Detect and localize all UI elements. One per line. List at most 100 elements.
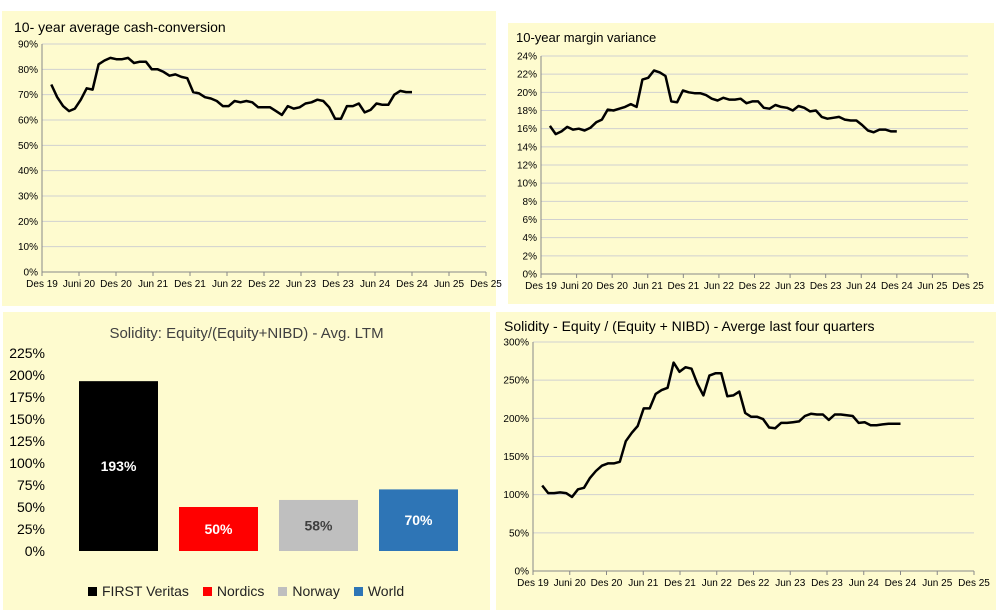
sline-x-tick-label: Des 20 xyxy=(591,578,623,589)
sline-y-tick-label: 100% xyxy=(503,490,529,501)
margin-y-tick-label: 8% xyxy=(523,197,538,208)
sline-x-tick-label: Jun 25 xyxy=(922,578,952,589)
cash-x-tick-label: Jun 23 xyxy=(286,279,316,290)
margin-x-tick-label: Jun 22 xyxy=(704,281,734,292)
solidity-bar xyxy=(79,381,158,551)
solidity-bar xyxy=(179,507,258,551)
cash-y-tick-label: 20% xyxy=(18,217,38,228)
cash-conversion-title: 10- year average cash-conversion xyxy=(14,19,226,35)
cash-x-tick-label: Jun 22 xyxy=(212,279,242,290)
legend-item-first-veritas: FIRST Veritas xyxy=(88,583,189,599)
solidity-bar-y-tick-label: 150% xyxy=(9,411,45,427)
sline-y-tick-label: 0% xyxy=(515,567,530,578)
cash-x-tick-label: Des 21 xyxy=(174,279,206,290)
cash-x-tick-label: Des 25 xyxy=(470,279,502,290)
legend-item-norway: Norway xyxy=(278,583,340,599)
sline-x-tick-label: Jun 21 xyxy=(628,578,658,589)
margin-y-tick-label: 24% xyxy=(517,52,537,63)
cash-x-tick-label: Jun 25 xyxy=(434,279,464,290)
cash-x-tick-label: Des 19 xyxy=(26,279,58,290)
sline-x-tick-label: Des 21 xyxy=(664,578,696,589)
cash-x-tick-label: Jun 21 xyxy=(138,279,168,290)
legend-item-world: World xyxy=(353,583,405,599)
sline-x-tick-label: Jun 23 xyxy=(775,578,805,589)
solidity-bar-y-tick-label: 0% xyxy=(25,543,45,559)
solidity-bar-data-label: 70% xyxy=(404,512,433,528)
legend-item-nordics: Nordics xyxy=(202,583,265,599)
margin-x-tick-label: Jun 23 xyxy=(775,281,805,292)
margin-series-line xyxy=(548,69,897,136)
margin-y-tick-label: 4% xyxy=(523,233,538,244)
margin-y-tick-label: 22% xyxy=(517,70,537,81)
margin-variance-panel: 10-year margin variance 0% 2% 4% 6% 8% 10% 12%… xyxy=(508,23,994,304)
cash-y-tick-label: 90% xyxy=(18,40,38,51)
margin-y-tick-label: 6% xyxy=(523,215,538,226)
legend-label-world: World xyxy=(367,583,405,599)
cash-conversion-chart: 0% 10% 20% 30% 40% 50% 60% 70% 80% 90% Des 19 Juni … xyxy=(18,40,502,291)
margin-x-tick-label: Des 23 xyxy=(810,281,842,292)
solidity-bar-y-tick-label: 50% xyxy=(17,499,45,515)
legend-swatch-world xyxy=(353,586,363,596)
legend-label-norway: Norway xyxy=(292,583,340,599)
legend-swatch-norway xyxy=(278,586,288,596)
cash-y-tick-label: 80% xyxy=(18,65,38,76)
sline-series-line xyxy=(541,361,901,499)
sline-x-tick-label: Jun 24 xyxy=(849,578,879,589)
legend-swatch-nordics xyxy=(202,586,212,596)
sline-x-tick-label: Des 23 xyxy=(811,578,843,589)
sline-x-tick-label: Des 25 xyxy=(958,578,990,589)
cash-x-tick-label: Juni 20 xyxy=(63,279,96,290)
legend-label-nordics: Nordics xyxy=(216,583,265,599)
solidity-bar-chart: 0% 25% 50% 75% 100% 125% 150% 175% 200% 225% 193% 5… xyxy=(9,345,458,559)
margin-y-tick-label: 2% xyxy=(523,251,538,262)
sline-x-tick-label: Des 24 xyxy=(885,578,917,589)
solidity-bar-y-tick-label: 125% xyxy=(9,433,45,449)
margin-y-tick-label: 18% xyxy=(517,106,537,117)
solidity-line-title: Solidity - Equity / (Equity + NIBD) - Av… xyxy=(504,318,875,334)
solidity-bar-y-tick-label: 225% xyxy=(9,345,45,361)
solidity-bar-data-label: 58% xyxy=(304,517,333,533)
sline-x-tick-label: Jun 22 xyxy=(702,578,732,589)
solidity-bar-data-label: 193% xyxy=(101,458,137,474)
margin-x-tick-label: Des 24 xyxy=(881,281,913,292)
margin-variance-chart: 0% 2% 4% 6% 8% 10% 12% 14% 16% 18% 20% 22% 24% Des 19… xyxy=(517,52,984,293)
cash-x-tick-label: Des 22 xyxy=(248,279,280,290)
margin-x-tick-label: Des 21 xyxy=(667,281,699,292)
cash-y-tick-label: 30% xyxy=(18,192,38,203)
margin-x-tick-label: Des 19 xyxy=(525,281,557,292)
solidity-line-panel: Solidity - Equity / (Equity + NIBD) - Av… xyxy=(496,312,996,610)
margin-variance-title: 10-year margin variance xyxy=(516,30,657,45)
margin-y-tick-label: 16% xyxy=(517,124,537,135)
margin-y-tick-label: 12% xyxy=(517,161,537,172)
cash-y-tick-label: 0% xyxy=(24,268,39,279)
cash-x-tick-label: Jun 24 xyxy=(360,279,390,290)
cash-y-tick-label: 50% xyxy=(18,141,38,152)
margin-x-tick-label: Des 22 xyxy=(739,281,771,292)
solidity-line-chart: 0% 50% 100% 150% 200% 250% 300% Des 19 Juni 20 De… xyxy=(503,338,990,590)
solidity-bar xyxy=(379,489,458,551)
solidity-bar-data-label: 50% xyxy=(204,521,233,537)
solidity-bar-y-tick-label: 25% xyxy=(17,521,45,537)
solidity-bar-y-tick-label: 175% xyxy=(9,389,45,405)
solidity-bar xyxy=(279,499,358,551)
cash-series-line xyxy=(50,56,412,120)
margin-x-tick-label: Des 20 xyxy=(596,281,628,292)
sline-y-tick-label: 150% xyxy=(503,452,529,463)
sline-y-tick-label: 250% xyxy=(503,376,529,387)
margin-x-tick-label: Juni 20 xyxy=(560,281,593,292)
cash-x-tick-label: Des 24 xyxy=(396,279,428,290)
sline-y-tick-label: 50% xyxy=(509,528,529,539)
margin-x-tick-label: Jun 24 xyxy=(846,281,876,292)
solidity-bar-y-tick-label: 100% xyxy=(9,455,45,471)
margin-y-tick-label: 20% xyxy=(517,88,537,99)
sline-y-tick-label: 300% xyxy=(503,338,529,349)
cash-x-tick-label: Des 20 xyxy=(100,279,132,290)
cash-y-tick-label: 10% xyxy=(18,242,38,253)
sline-x-tick-label: Des 19 xyxy=(517,578,549,589)
solidity-bar-title: Solidity: Equity/(Equity+NIBD) - Avg. LT… xyxy=(109,325,384,342)
margin-x-tick-label: Jun 21 xyxy=(633,281,663,292)
cash-y-tick-label: 70% xyxy=(18,90,38,101)
solidity-bar-legend: FIRST Veritas Nordics Norway World xyxy=(88,583,404,599)
solidity-bar-y-tick-label: 200% xyxy=(9,367,45,383)
cash-y-tick-label: 60% xyxy=(18,116,38,127)
